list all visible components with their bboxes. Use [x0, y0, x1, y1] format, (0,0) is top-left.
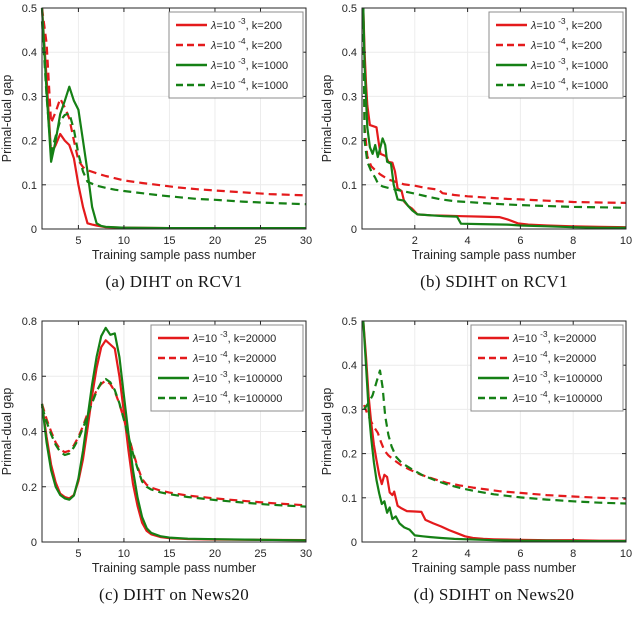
panel-diht-rcv1: 5 10 15 20 25 30 0 0.1 0.2 0.3 0.4 0.5 Training samp… [0, 0, 320, 313]
svg-text:15: 15 [163, 235, 175, 247]
svg-text:25: 25 [254, 548, 266, 560]
svg-text:4: 4 [465, 235, 471, 247]
legend-entry: λ=10 -4, k=1000 [210, 76, 288, 92]
legend-entry: λ=10 -4, k=200 [530, 36, 602, 52]
x-axis-label: Training sample pass number [412, 561, 576, 575]
x-axis-label: Training sample pass number [412, 248, 576, 262]
svg-text:0.2: 0.2 [22, 136, 37, 148]
legend-entry: λ=10 -3, k=100000 [192, 369, 282, 385]
y-axis-label: Primal-dual gap [320, 75, 334, 163]
y-axis-label: Primal-dual gap [0, 75, 14, 163]
panel-sdiht-news20: 2 4 6 8 10 0 0.1 0.2 0.3 0.4 0.5 Training sample pa… [320, 313, 640, 626]
legend-entry: λ=10 -3, k=200 [530, 16, 602, 32]
svg-text:0.2: 0.2 [22, 482, 37, 494]
svg-text:0.1: 0.1 [342, 180, 357, 192]
svg-text:0.3: 0.3 [22, 91, 37, 103]
svg-text:0: 0 [351, 224, 357, 236]
y-axis-label: Primal-dual gap [0, 388, 14, 476]
caption-diht-rcv1: (a) DIHT on RCV1 [105, 272, 243, 291]
legend-entry: λ=10 -4, k=100000 [512, 389, 602, 405]
svg-text:5: 5 [75, 235, 81, 247]
caption-sdiht-news20: (d) SDIHT on News20 [413, 585, 575, 604]
chart-sdiht-rcv1: 2 4 6 8 10 0 0.1 0.2 0.3 0.4 0.5 Training sample pa… [320, 3, 632, 262]
svg-text:0.4: 0.4 [342, 47, 357, 59]
svg-text:25: 25 [254, 235, 266, 247]
svg-text:0.3: 0.3 [342, 91, 357, 103]
svg-text:0: 0 [31, 224, 37, 236]
svg-text:0.1: 0.1 [22, 180, 37, 192]
svg-text:0.1: 0.1 [342, 493, 357, 505]
svg-text:5: 5 [75, 548, 81, 560]
legend-entry: λ=10 -3, k=1000 [530, 56, 608, 72]
svg-text:30: 30 [300, 548, 312, 560]
svg-text:8: 8 [570, 548, 576, 560]
svg-text:10: 10 [620, 548, 632, 560]
svg-text:30: 30 [300, 235, 312, 247]
svg-text:0.2: 0.2 [342, 449, 357, 461]
svg-text:8: 8 [570, 235, 576, 247]
chart-diht-news20: 5 10 15 20 25 30 0 0.2 0.4 0.6 0.8 Training sample … [0, 316, 312, 575]
svg-text:0.5: 0.5 [342, 316, 357, 328]
svg-text:2: 2 [412, 548, 418, 560]
legend-entry: λ=10 -3, k=100000 [512, 369, 602, 385]
panel-sdiht-rcv1: 2 4 6 8 10 0 0.1 0.2 0.3 0.4 0.5 Training sample pa… [320, 0, 640, 313]
svg-text:0.2: 0.2 [342, 136, 357, 148]
svg-text:0: 0 [351, 537, 357, 549]
svg-text:0.5: 0.5 [22, 3, 37, 15]
svg-text:0.3: 0.3 [342, 404, 357, 416]
legend-entry: λ=10 -4, k=20000 [192, 349, 276, 365]
legend-entry: λ=10 -3, k=1000 [210, 56, 288, 72]
svg-text:0.4: 0.4 [342, 360, 357, 372]
svg-text:15: 15 [163, 548, 175, 560]
svg-text:0.5: 0.5 [342, 3, 357, 15]
svg-text:20: 20 [209, 235, 221, 247]
legend-entry: λ=10 -4, k=200 [210, 36, 282, 52]
svg-text:2: 2 [412, 235, 418, 247]
svg-text:0: 0 [31, 537, 37, 549]
caption-sdiht-rcv1: (b) SDIHT on RCV1 [420, 272, 568, 291]
svg-text:6: 6 [517, 548, 523, 560]
y-axis-label: Primal-dual gap [320, 388, 334, 476]
legend-entry: λ=10 -3, k=20000 [192, 329, 276, 345]
x-axis-label: Training sample pass number [92, 248, 256, 262]
legend-entry: λ=10 -3, k=20000 [512, 329, 596, 345]
legend-entry: λ=10 -4, k=100000 [192, 389, 282, 405]
svg-text:0.4: 0.4 [22, 47, 37, 59]
panel-diht-news20: 5 10 15 20 25 30 0 0.2 0.4 0.6 0.8 Training sample … [0, 313, 320, 626]
svg-text:10: 10 [620, 235, 632, 247]
svg-text:0.8: 0.8 [22, 316, 37, 328]
svg-text:10: 10 [118, 235, 130, 247]
svg-text:0.6: 0.6 [22, 371, 37, 383]
legend-entry: λ=10 -4, k=1000 [530, 76, 608, 92]
svg-text:6: 6 [517, 235, 523, 247]
legend-entry: λ=10 -4, k=20000 [512, 349, 596, 365]
legend-entry: λ=10 -3, k=200 [210, 16, 282, 32]
caption-diht-news20: (c) DIHT on News20 [98, 585, 250, 604]
chart-diht-rcv1: 5 10 15 20 25 30 0 0.1 0.2 0.3 0.4 0.5 Training samp… [0, 3, 312, 262]
svg-text:10: 10 [118, 548, 130, 560]
x-axis-label: Training sample pass number [92, 561, 256, 575]
svg-text:0.4: 0.4 [22, 427, 37, 439]
svg-text:20: 20 [209, 548, 221, 560]
chart-sdiht-news20: 2 4 6 8 10 0 0.1 0.2 0.3 0.4 0.5 Training sample pa… [320, 316, 632, 575]
svg-text:4: 4 [465, 548, 471, 560]
